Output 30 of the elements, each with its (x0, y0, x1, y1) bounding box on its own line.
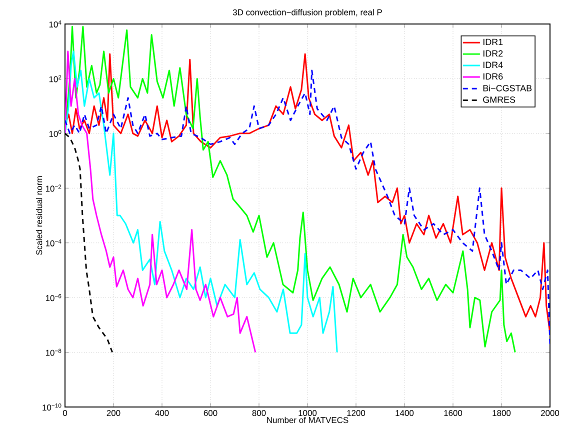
x-tick-label: 400 (155, 410, 169, 416)
y-tick-label: 10$^{−6}$ (46, 294, 62, 302)
legend-label: IDR6 (483, 73, 503, 80)
y-tick-label: 10$^{0}$ (49, 130, 62, 137)
legend-label: GMRES (483, 96, 516, 103)
y-tick-label: 10$^{−8}$ (46, 348, 62, 356)
y-tick-label: 10$^{−4}$ (46, 239, 62, 246)
legend-label: Bi−CGSTAB (483, 84, 532, 92)
chart-title: 3D convection−diffusion problem, real P (232, 9, 382, 17)
legend-label: IDR1 (483, 38, 503, 46)
y-tick-label: 10$^{−10}$ (42, 403, 62, 411)
x-tick-label: 2000 (541, 410, 560, 416)
y-tick-label: 10$^{2}$ (49, 75, 62, 82)
x-axis-title: Number of MATVECS (267, 416, 348, 424)
x-tick-label: 1800 (492, 410, 511, 416)
x-tick-label: 200 (106, 410, 120, 416)
x-tick-label: 1200 (347, 410, 366, 416)
y-tick-label: 10$^{4}$ (49, 20, 62, 28)
x-tick-label: 1600 (444, 410, 462, 416)
x-tick-label: 1000 (298, 410, 317, 416)
y-axis-title: Scaled residual norm (36, 176, 42, 255)
x-tick-label: 0 (62, 410, 68, 416)
x-tick-label: 600 (204, 410, 218, 416)
legend-label: IDR2 (483, 50, 503, 57)
y-tick-label: 10$^{−2}$ (46, 184, 62, 192)
legend-label: IDR4 (483, 62, 503, 68)
x-tick-label: 1400 (396, 410, 414, 416)
line-series (65, 50, 256, 354)
x-tick-label: 800 (252, 410, 266, 416)
line-series (65, 50, 338, 354)
